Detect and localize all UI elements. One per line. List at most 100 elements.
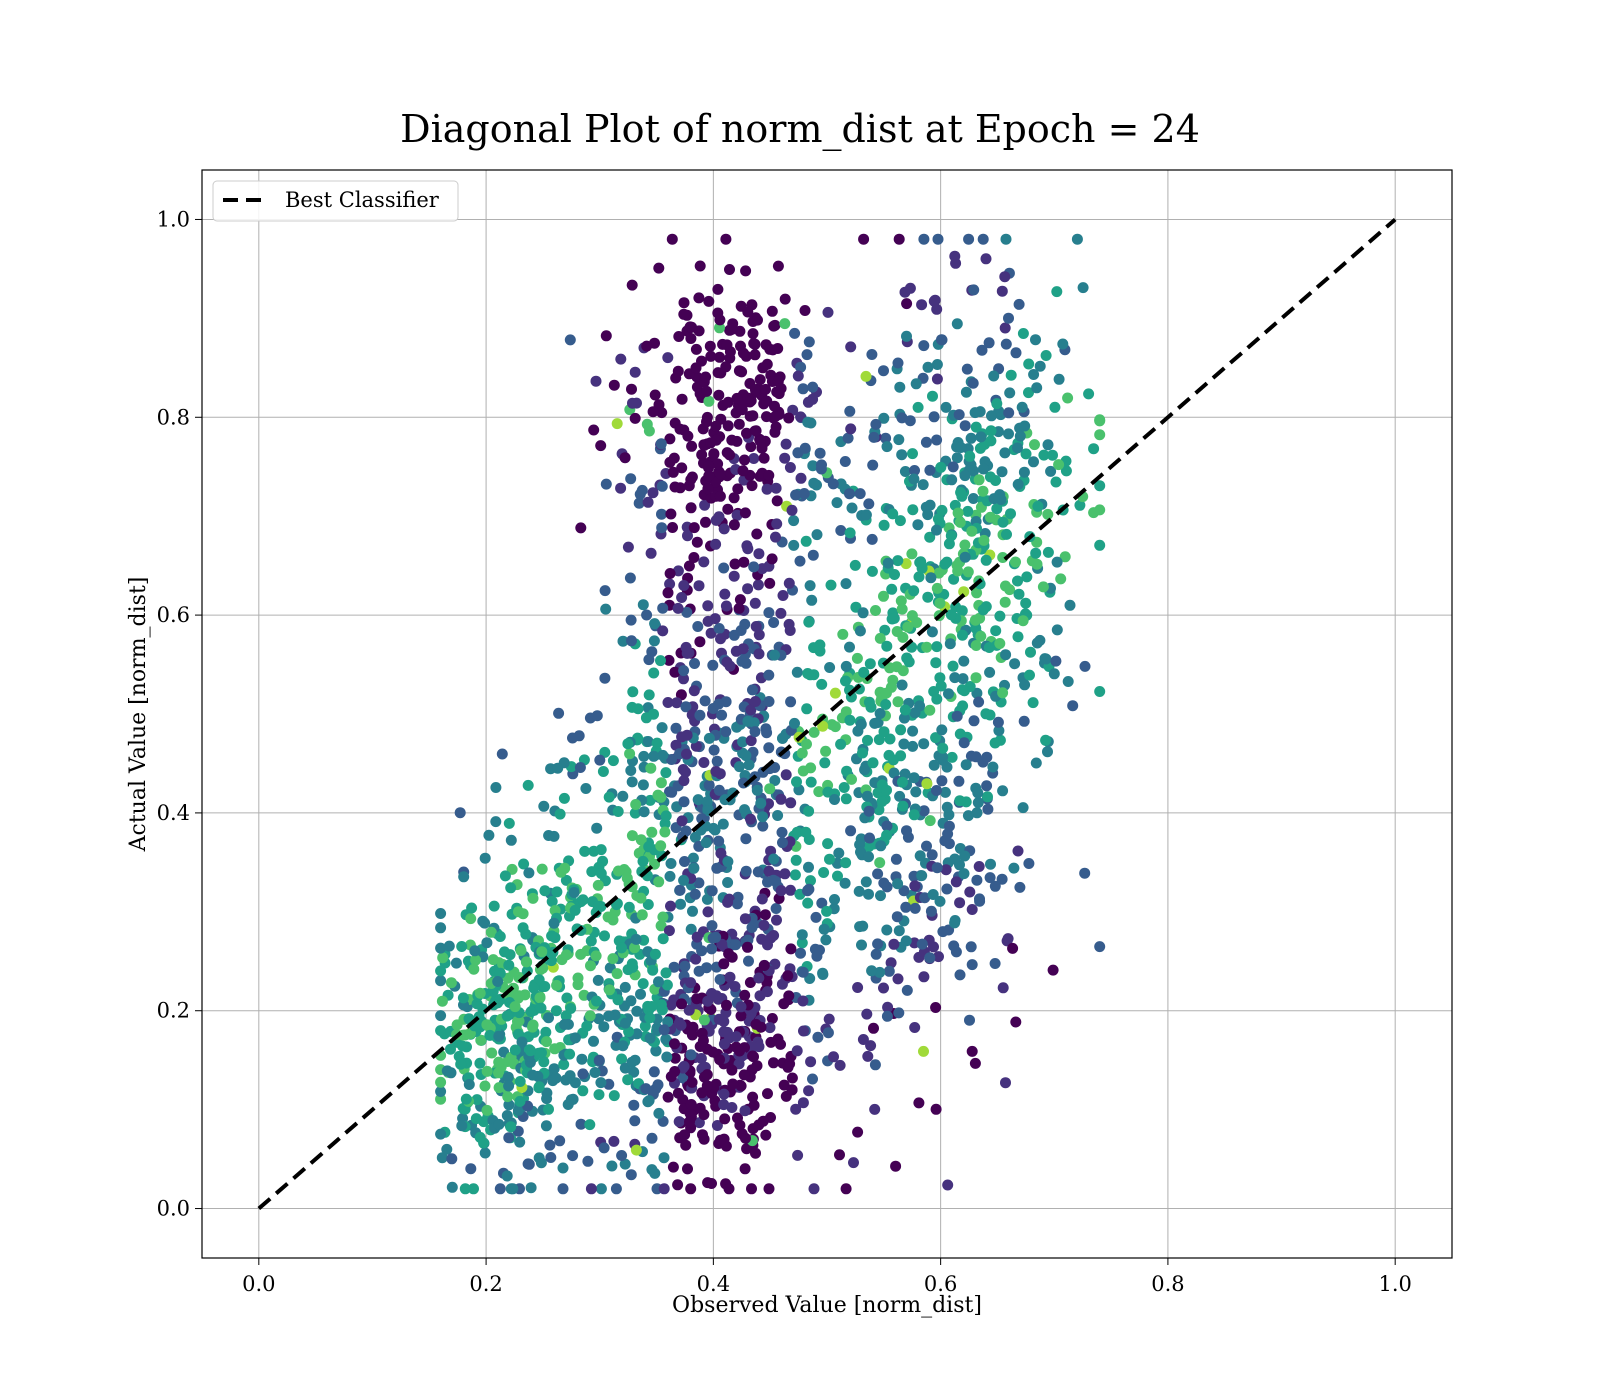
scatter-point <box>859 764 871 776</box>
scatter-point <box>991 398 1003 410</box>
scatter-point <box>503 959 515 971</box>
scatter-point <box>637 855 649 867</box>
scatter-point <box>997 982 1009 994</box>
scatter-point <box>839 456 851 467</box>
scatter-point <box>550 1072 562 1084</box>
scatter-point <box>989 880 1001 892</box>
scatter-point <box>896 679 908 691</box>
scatter-point <box>945 609 957 621</box>
scatter-point <box>446 1153 458 1165</box>
scatter-point <box>955 487 967 498</box>
scatter-point <box>853 885 865 897</box>
scatter-point <box>749 597 761 609</box>
scatter-point <box>935 461 947 473</box>
scatter-point <box>768 1057 779 1069</box>
scatter-point <box>709 613 721 625</box>
scatter-point <box>785 696 797 708</box>
scatter-point <box>456 941 468 952</box>
scatter-point <box>842 432 854 444</box>
scatter-point <box>881 784 892 796</box>
y-tick-label: 0.8 <box>157 405 190 429</box>
scatter-point <box>663 654 675 666</box>
scatter-point <box>680 1139 692 1151</box>
scatter-point <box>888 767 900 779</box>
scatter-point <box>700 837 712 849</box>
x-axis-label: Observed Value [norm_dist] <box>672 1293 982 1318</box>
scatter-point <box>691 931 703 943</box>
scatter-point <box>950 946 962 958</box>
scatter-point <box>702 995 714 1007</box>
scatter-point <box>803 616 815 628</box>
scatter-point <box>764 1022 776 1034</box>
scatter-point <box>735 1001 747 1013</box>
scatter-point <box>567 732 578 744</box>
scatter-point <box>931 641 943 653</box>
scatter-point <box>949 672 961 684</box>
scatter-point <box>681 748 692 760</box>
scatter-point <box>786 504 798 516</box>
scatter-point <box>999 271 1011 283</box>
scatter-point <box>763 742 775 754</box>
scatter-point <box>769 775 781 786</box>
scatter-point <box>967 377 979 389</box>
scatter-point <box>1012 442 1023 454</box>
scatter-point <box>664 578 676 590</box>
scatter-point <box>1023 387 1034 399</box>
scatter-point <box>615 482 627 494</box>
scatter-point <box>748 453 760 464</box>
scatter-point <box>867 757 879 769</box>
scatter-point <box>568 887 580 898</box>
scatter-point <box>861 1008 873 1020</box>
scatter-point <box>627 961 639 973</box>
scatter-point <box>658 1152 670 1164</box>
scatter-point <box>756 442 768 454</box>
scatter-point <box>644 794 656 806</box>
scatter-point <box>435 965 447 977</box>
scatter-point <box>785 884 796 896</box>
scatter-point <box>778 998 790 1010</box>
scatter-points <box>435 233 1106 1195</box>
scatter-point <box>947 660 959 672</box>
scatter-point <box>909 1022 921 1033</box>
scatter-point <box>729 558 741 570</box>
scatter-point <box>641 418 653 430</box>
scatter-point <box>702 483 714 495</box>
scatter-point <box>807 381 819 393</box>
scatter-point <box>763 469 775 481</box>
scatter-point <box>750 1147 761 1159</box>
scatter-point <box>963 233 975 245</box>
scatter-point <box>864 658 876 670</box>
scatter-point <box>486 1047 498 1059</box>
scatter-point <box>543 1012 554 1024</box>
scatter-point <box>441 1143 453 1155</box>
scatter-point <box>790 1103 802 1115</box>
scatter-point <box>503 1099 515 1111</box>
scatter-point <box>860 509 872 521</box>
scatter-point <box>796 929 808 941</box>
scatter-point <box>878 982 889 994</box>
scatter-point <box>766 1013 778 1024</box>
scatter-point <box>675 898 686 910</box>
scatter-point <box>763 696 775 707</box>
scatter-point <box>552 762 564 774</box>
scatter-point <box>924 531 936 543</box>
scatter-point <box>551 886 563 898</box>
scatter-point <box>617 1040 629 1052</box>
scatter-point <box>705 350 717 362</box>
scatter-point <box>507 1183 519 1195</box>
scatter-point <box>896 603 908 615</box>
scatter-point <box>969 407 981 419</box>
scatter-point <box>929 294 941 306</box>
scatter-point <box>984 511 996 523</box>
scatter-point <box>796 747 808 759</box>
scatter-point <box>588 1035 599 1047</box>
scatter-point <box>785 943 797 955</box>
scatter-point <box>892 973 904 985</box>
scatter-point <box>823 1013 835 1025</box>
scatter-point <box>693 580 705 592</box>
scatter-point <box>678 775 690 787</box>
scatter-point <box>748 561 760 573</box>
scatter-point <box>900 558 912 570</box>
scatter-point <box>855 846 866 858</box>
scatter-point <box>475 1034 487 1046</box>
